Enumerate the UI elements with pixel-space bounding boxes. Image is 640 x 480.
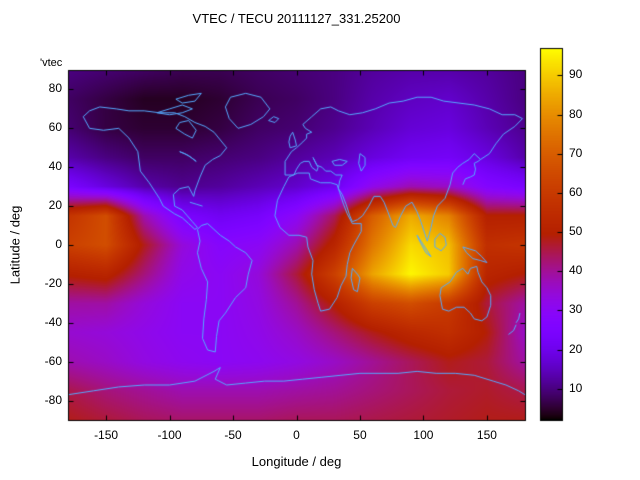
x-axis-title: Longitude / deg: [251, 454, 342, 469]
chart-title: VTEC / TECU 20111127_331.25200: [192, 11, 401, 26]
y-axis-title: Latitude / deg: [7, 205, 23, 285]
series-key-label: 'vtec: [40, 57, 63, 69]
